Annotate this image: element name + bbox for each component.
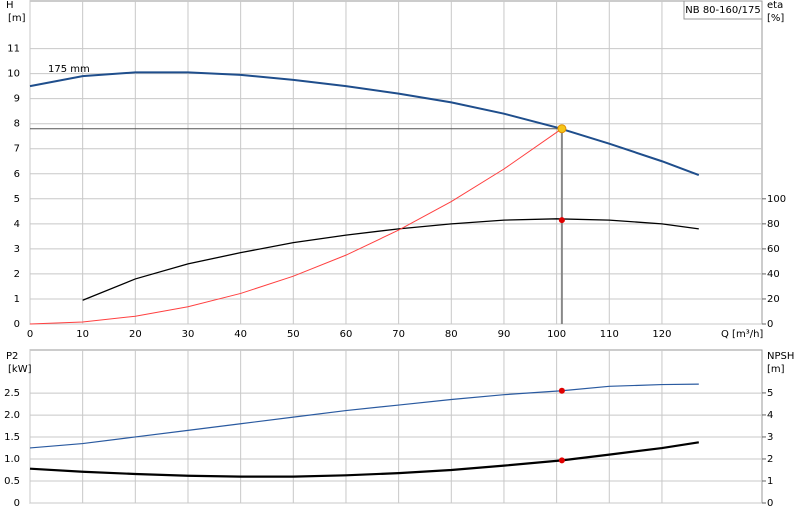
x-tick-label: 100	[547, 329, 566, 340]
y2-tick-label: 40	[767, 269, 780, 280]
y2-tick-label: 5	[767, 388, 773, 399]
y-axis-label: P2	[6, 351, 18, 362]
x-tick-label: 50	[287, 329, 300, 340]
y-tick-label: 1.0	[4, 454, 20, 465]
y2-axis-label: eta	[767, 0, 783, 11]
x-tick-label: 20	[129, 329, 142, 340]
y-tick-label: 10	[7, 69, 20, 80]
curve	[29, 383, 699, 449]
x-tick-label: 110	[600, 329, 619, 340]
y-tick-label: 4	[14, 219, 20, 230]
chart-title: NB 80-160/175	[685, 5, 760, 16]
x-tick-label: 0	[27, 329, 33, 340]
curve	[29, 128, 563, 325]
duty-point	[558, 387, 565, 394]
x-tick-label: 30	[182, 329, 195, 340]
y2-tick-label: 4	[767, 410, 773, 421]
y-tick-label: 9	[14, 94, 20, 105]
y2-tick-label: 100	[767, 194, 786, 205]
y-tick-label: 2.5	[4, 388, 20, 399]
y2-tick-label: 80	[767, 219, 780, 230]
y2-axis-label: NPSH	[767, 351, 794, 362]
plots: 0 10 20 30 40 50 60 70 80 90 100 110 120012345678910…	[4, 0, 794, 509]
y-tick-label: 6	[14, 169, 20, 180]
y-tick-label: 0	[14, 498, 20, 509]
duty-point	[558, 217, 565, 224]
y-axis-label: H	[6, 0, 14, 11]
y2-axis-label: [%]	[767, 13, 784, 24]
x-tick-label: 60	[340, 329, 353, 340]
y-tick-label: 3	[14, 244, 20, 255]
curve	[29, 441, 699, 478]
y-axis-label: [m]	[8, 13, 26, 24]
y-tick-label: 11	[7, 44, 20, 55]
y-tick-label: 5	[14, 194, 20, 205]
y2-tick-label: 3	[767, 432, 773, 443]
y-tick-label: 2.0	[4, 410, 20, 421]
duty-point	[558, 457, 565, 464]
x-axis-label: Q [m³/h]	[721, 329, 763, 340]
y-tick-label: 2	[14, 269, 20, 280]
y2-tick-label: 60	[767, 244, 780, 255]
y-tick-label: 0	[14, 319, 20, 330]
y2-tick-label: 0	[767, 319, 773, 330]
plot-area	[29, 349, 763, 504]
x-tick-label: 70	[392, 329, 405, 340]
curve	[29, 71, 700, 176]
y2-tick-label: 20	[767, 294, 780, 305]
y2-tick-label: 0	[767, 498, 773, 509]
y2-tick-label: 2	[767, 454, 773, 465]
y-tick-label: 7	[14, 144, 20, 155]
x-tick-label: 40	[234, 329, 247, 340]
y-tick-label: 1	[14, 294, 20, 305]
x-tick-label: 120	[652, 329, 671, 340]
y-axis-label: [kW]	[8, 364, 32, 375]
title-box	[683, 0, 763, 20]
y-tick-label: 0.5	[4, 476, 20, 487]
x-tick-label: 80	[445, 329, 458, 340]
plot-area	[29, 0, 763, 325]
y2-axis-label: [m]	[767, 364, 785, 375]
annotation: 175 mm	[48, 64, 90, 75]
y2-tick-label: 1	[767, 476, 773, 487]
duty-point	[557, 124, 567, 134]
x-tick-label: 10	[76, 329, 89, 340]
y-tick-label: 1.5	[4, 432, 20, 443]
x-tick-label: 90	[498, 329, 511, 340]
y-tick-label: 8	[14, 119, 20, 130]
curve	[82, 218, 699, 301]
